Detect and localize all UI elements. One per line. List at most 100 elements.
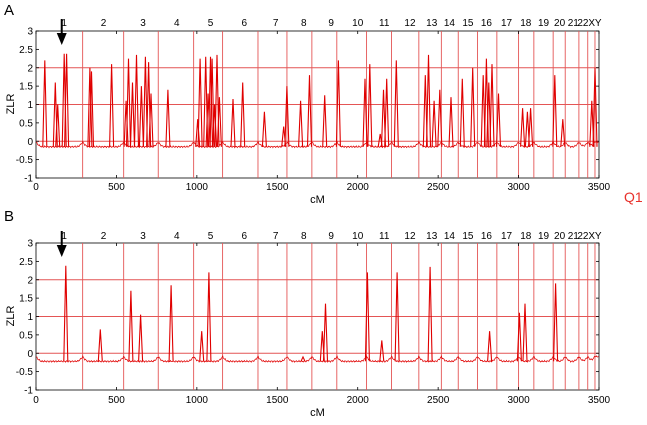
trace-peak <box>322 95 328 147</box>
chromosome-label: 19 <box>538 18 550 29</box>
x-tick-label: 500 <box>108 182 125 193</box>
trace-peak <box>489 64 495 147</box>
x-tick-label: 1000 <box>186 395 209 406</box>
trace-peak <box>128 290 134 362</box>
trace-peak <box>87 67 93 147</box>
trace-peak <box>379 340 385 362</box>
trace-peak <box>437 89 443 147</box>
trace-peak <box>384 78 390 147</box>
chromosome-label: 6 <box>242 231 248 242</box>
chromosome-label: 11 <box>379 231 390 242</box>
trace-peak <box>207 56 214 147</box>
x-tick-label: 0 <box>33 395 39 406</box>
chromosome-label: 15 <box>462 18 474 29</box>
x-tick-label: 2000 <box>347 395 370 406</box>
trace-peak <box>240 82 246 147</box>
trace-peak <box>216 97 222 147</box>
trace-peak <box>425 54 432 147</box>
trace-peak <box>448 97 454 147</box>
chromosome-label: 7 <box>273 18 279 29</box>
chromosome-label: 14 <box>444 18 456 29</box>
y-tick-label: 2 <box>27 275 33 286</box>
trace-peak <box>212 104 218 147</box>
y-tick-label: 2.5 <box>19 45 33 56</box>
x-tick-label: 2500 <box>427 395 450 406</box>
x-tick-label: 3000 <box>507 182 530 193</box>
y-tick-label: 1.5 <box>19 82 33 93</box>
y-tick-label: 2.5 <box>19 257 33 268</box>
trace-peak <box>197 58 203 147</box>
y-tick-label: 1 <box>27 100 33 111</box>
y-tick-label: -0.5 <box>16 367 34 378</box>
chromosome-label: Y <box>595 231 602 242</box>
trace-peak <box>261 111 267 147</box>
trace-peak <box>431 100 437 147</box>
y-tick-label: 3 <box>27 27 33 38</box>
trace-peak <box>516 312 522 362</box>
y-tick-label: 0 <box>27 349 33 360</box>
y-tick-label: -1 <box>24 386 33 397</box>
x-tick-label: 3500 <box>588 182 611 193</box>
chromosome-label: 3 <box>140 231 146 242</box>
chromosome-label: 17 <box>501 231 513 242</box>
x-tick-label: 0 <box>33 182 39 193</box>
trace-peak <box>362 78 368 147</box>
trace-peak <box>88 71 95 147</box>
trace-peak <box>335 60 341 147</box>
chromosome-label: 12 <box>404 18 416 29</box>
y-tick-label: -0.5 <box>16 155 34 166</box>
chromosome-label: 8 <box>301 18 307 29</box>
chromosome-label: X <box>588 18 595 29</box>
trace-peak <box>367 64 373 147</box>
chromosome-label: 3 <box>140 18 146 29</box>
trace-peak <box>125 58 132 147</box>
chromosome-label: 10 <box>352 231 364 242</box>
x-tick-label: 2000 <box>347 182 370 193</box>
panel-label: B <box>4 208 14 225</box>
trace-peak <box>592 67 598 147</box>
chromosome-label: 21 <box>568 18 580 29</box>
y-tick-label: 0.5 <box>19 330 33 341</box>
trace-peak <box>298 100 304 147</box>
panel-b: B -1 -0.5 0 0.5 1 1.5 2 2.5 3 0 500 1000 1500 2000 2500… <box>4 208 611 419</box>
chromosome-label: 4 <box>174 18 180 29</box>
y-tick-label: 1 <box>27 312 33 323</box>
chromosome-label: 16 <box>481 18 493 29</box>
chromosome-label: 13 <box>426 231 438 242</box>
panel-a: A -1 -0.5 0 0.5 1 1.5 2 2.5 3 0 500 1000 1500 2000 2500… <box>4 2 611 206</box>
arrow-head <box>56 245 67 257</box>
y-tick-label: 1.5 <box>19 294 33 305</box>
trace-peak <box>459 78 465 147</box>
trace-peak <box>199 331 205 362</box>
trace-peak <box>63 265 69 362</box>
trace-peak <box>487 331 493 362</box>
trace-peak <box>42 60 48 147</box>
y-tick-label: 0 <box>27 137 33 148</box>
chromosome-label: 1 <box>61 18 67 29</box>
chromosome-label: 9 <box>328 231 334 242</box>
chromosome-label: 22 <box>577 18 589 29</box>
chromosome-label: 11 <box>379 18 390 29</box>
trace-peak <box>300 355 306 362</box>
trace-peak <box>322 303 329 362</box>
trace-peak <box>109 64 115 147</box>
x-axis-label: cM <box>310 194 325 206</box>
trace-peak <box>138 314 144 362</box>
x-tick-label: 3500 <box>588 395 611 406</box>
chromosome-label: 1 <box>61 231 67 242</box>
chromosome-label: X <box>588 231 595 242</box>
trace-peak <box>393 60 399 147</box>
chromosome-label: 15 <box>462 231 474 242</box>
trace-peak <box>470 67 476 147</box>
trace-baseline <box>36 140 599 149</box>
trace-peak <box>364 272 370 362</box>
chromosome-label: 16 <box>481 231 493 242</box>
y-tick-label: -1 <box>24 174 33 185</box>
trace-peak <box>394 272 400 362</box>
chromosome-label: 17 <box>501 18 513 29</box>
trace-peak <box>230 98 236 147</box>
chromosome-label: 13 <box>426 18 438 29</box>
chromosome-label: 7 <box>273 231 279 242</box>
x-tick-label: 2500 <box>427 182 450 193</box>
trace-peak <box>123 100 129 147</box>
